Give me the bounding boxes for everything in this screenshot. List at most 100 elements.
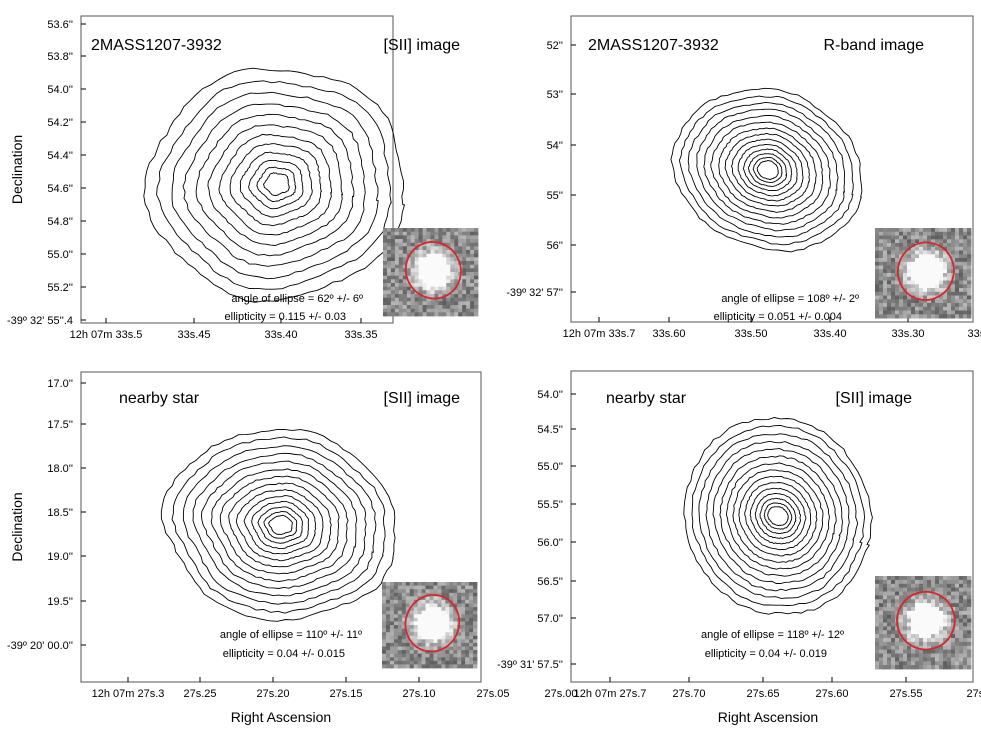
y-tick-label: 53'' [547, 89, 563, 101]
y-tick-label: 53.8'' [47, 51, 73, 63]
inset-image [382, 582, 478, 669]
x-tick-label: 27s.15 [329, 688, 362, 700]
contour-line [143, 67, 406, 303]
inset-image [875, 576, 972, 670]
x-tick-label: 27s.00 [544, 688, 577, 700]
contour-line [698, 433, 859, 599]
y-tick-label: 55.0'' [47, 249, 73, 261]
y-tick-label: 55'' [547, 190, 563, 202]
y-tick-label: 54.5'' [537, 424, 563, 436]
fitted-ellipse [896, 590, 956, 651]
y-axis-title: Declination [9, 492, 25, 561]
x-tick-label: 33s.35 [344, 329, 377, 341]
contour-line [182, 103, 366, 267]
y-tick-label: 54.0'' [47, 84, 73, 96]
angle-annotation: angle of ellipse = 118º +/- 12º [701, 629, 844, 641]
panel-label-object: 2MASS1207-3932 [91, 37, 222, 54]
y-tick-label: -39º 32' 57'' [506, 287, 563, 299]
panel-label-image: R-band image [824, 37, 925, 54]
panel-4: 54.0'' 54.5'' 55.0'' 55.5'' 56.0'' 56.5'' 57.0… [497, 370, 981, 700]
contour-line [192, 452, 367, 597]
x-tick-label: 12h 07m 33s.7 [563, 328, 636, 340]
y-tick-label: 54.8'' [47, 216, 73, 228]
y-tick-label: 54.0'' [537, 389, 563, 401]
contour-line [201, 460, 358, 589]
y-tick-label: 17.0'' [47, 378, 73, 390]
x-tick-label: 27s.55 [889, 688, 922, 700]
y-tick-label: -39º 32' 55''.4 [7, 315, 73, 327]
panel-3: 17.0'' 17.5'' 18.0'' 18.5'' 19.0'' 19.5'' -39º… [7, 371, 578, 700]
x-tick-label: 27s.50 [966, 688, 981, 700]
contour-line [738, 475, 818, 557]
y-tick-label: 56.0'' [537, 537, 563, 549]
y-tick-label: 54.6'' [47, 183, 73, 195]
panel-label-object: nearby star [119, 390, 200, 407]
contour-line [712, 448, 843, 584]
ellipticity-annotation: ellipticity = 0.051 +/- 0.004 [714, 311, 842, 323]
contour-line [219, 475, 340, 575]
contour-line [257, 506, 304, 544]
contour-line [239, 151, 313, 218]
panel-label-object: nearby star [606, 390, 687, 407]
inset-image [383, 228, 479, 317]
contour-line [263, 510, 298, 539]
y-tick-label: 18.0'' [47, 463, 73, 475]
fitted-ellipse [404, 241, 462, 300]
contour-line [743, 148, 793, 192]
contour-line [229, 143, 323, 227]
y-tick-label: 18.5'' [47, 507, 73, 519]
contour-set [160, 428, 396, 622]
x-tick-label: 33s.40 [264, 329, 297, 341]
y-tick-label: 19.5'' [47, 596, 73, 608]
x-tick-label: 27s.60 [815, 688, 848, 700]
x-axis-title-right: Right Ascension [718, 709, 818, 725]
y-axis-title: Declination [9, 135, 25, 204]
panel-label-image: [SII] image [384, 390, 461, 407]
contour-line [195, 113, 355, 257]
ellipticity-annotation: ellipticity = 0.04 +/- 0.015 [223, 648, 345, 660]
contour-line [748, 153, 788, 188]
contour-line [160, 428, 396, 622]
x-tick-label: 33s.30 [891, 328, 924, 340]
panel-label-image: [SII] image [384, 37, 461, 54]
inset-image [875, 228, 972, 319]
contour-line [763, 502, 793, 530]
contour-line [705, 440, 850, 592]
y-tick-label: 57.0'' [537, 613, 563, 625]
x-tick-label: 27s.25 [183, 688, 216, 700]
contour-line [754, 493, 802, 539]
y-tick-label: 19.0'' [47, 551, 73, 563]
contour-line [156, 80, 392, 290]
contour-line [207, 124, 344, 246]
x-axis-title-left: Right Ascension [231, 709, 331, 725]
contour-line [670, 87, 863, 253]
x-tick-label: 12h 07m 33s.5 [70, 329, 143, 341]
panel-label-image: [SII] image [836, 390, 913, 407]
x-tick-label: 27s.05 [476, 688, 509, 700]
contour-line [726, 462, 830, 570]
x-tick-label: 27s.65 [746, 688, 779, 700]
ellipticity-annotation: ellipticity = 0.115 +/- 0.03 [225, 311, 346, 323]
y-tick-label: 56.5'' [537, 576, 563, 588]
y-tick-label: 52'' [547, 40, 563, 52]
x-tick-label: 27s.10 [402, 688, 435, 700]
contour-line [756, 160, 779, 180]
x-tick-label: 33s.60 [652, 328, 685, 340]
y-tick-label: -39º 31' 57.5'' [497, 659, 563, 671]
contour-line [732, 469, 824, 563]
contour-line [210, 468, 349, 582]
y-tick-label: 53.6'' [47, 19, 73, 31]
contour-line [236, 489, 324, 562]
y-tick-label: -39º 20' 00.0'' [7, 640, 73, 652]
contour-line [767, 506, 789, 527]
contour-set [143, 67, 406, 303]
contour-line [718, 127, 817, 213]
y-tick-label: 56'' [547, 240, 563, 252]
fitted-ellipse [896, 241, 955, 301]
panel-2: 52'' 53'' 54'' 55'' 56'' -39º 32' 57'' 12h 07m… [506, 15, 981, 340]
contour-line [256, 166, 297, 203]
angle-annotation: angle of ellipse = 108º +/- 2º [721, 293, 859, 305]
ellipticity-annotation: ellipticity = 0.04 +/- 0.019 [705, 648, 827, 660]
x-tick-label: 27s.70 [672, 688, 705, 700]
x-tick-label: 12h 07m 27s.3 [92, 688, 165, 700]
